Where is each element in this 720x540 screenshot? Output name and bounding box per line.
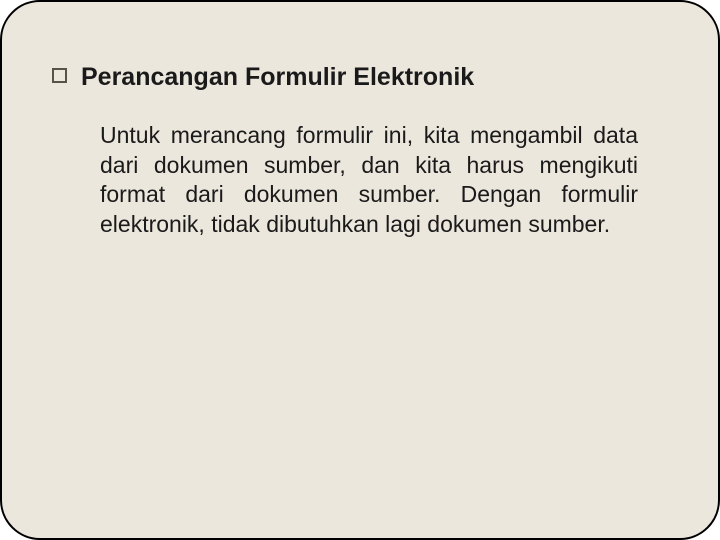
slide-heading: Perancangan Formulir Elektronik [81, 62, 474, 93]
slide-body-text: Untuk merancang formulir ini, kita menga… [100, 121, 638, 239]
heading-row: Perancangan Formulir Elektronik [52, 62, 668, 93]
slide-container: Perancangan Formulir Elektronik Untuk me… [0, 0, 720, 540]
square-bullet-icon [52, 68, 67, 83]
